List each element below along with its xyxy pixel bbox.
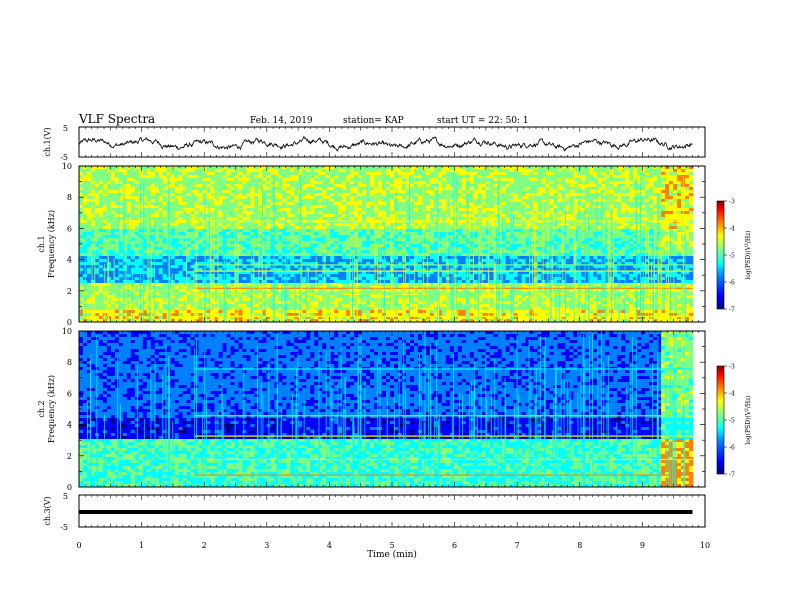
- time-tick-label: 6: [452, 541, 457, 550]
- colorbar-tick-label: -4: [729, 226, 735, 233]
- start-time-label: start UT = 22: 50: 1: [437, 116, 529, 126]
- freq-tick-label: 6: [67, 224, 72, 233]
- ch1-waveform-line: [79, 135, 693, 152]
- time-tick-label: 0: [76, 541, 81, 550]
- freq-tick-label: 2: [67, 287, 72, 296]
- freq-tick-label: 2: [67, 452, 72, 461]
- freq-tick-label: 10: [62, 162, 72, 171]
- ch2-spectrogram-ylabel-channel: ch.2: [37, 400, 46, 417]
- ch2-spectrogram-image: [79, 331, 694, 488]
- ch3-ytick-bottom: -5: [60, 523, 68, 532]
- colorbar-tick-label: -6: [729, 445, 735, 452]
- ch1-ytick-top: 5: [63, 124, 68, 133]
- ch3-waveform-ylabel: ch.3(V): [43, 496, 52, 525]
- time-axis: 0 1 2 3 4 5 6 7 8 9 10: [76, 127, 710, 550]
- freq-tick-label: 0: [67, 483, 72, 492]
- colorbar-tick-label: -3: [729, 364, 735, 371]
- ch3-waveform-panel: 5 -5 ch.3(V): [43, 492, 706, 532]
- ch1-spectrogram-ylabel-channel: ch.1: [37, 235, 46, 252]
- colorbar-tick-label: -7: [729, 307, 735, 314]
- ch1-spectrogram-image: [79, 166, 694, 323]
- time-axis-label: Time (min): [367, 549, 417, 560]
- figure-title: VLF Spectra: [78, 112, 155, 126]
- ch1-spectrogram-ylabel: Frequency (kHz): [47, 210, 56, 278]
- ch1-colorbar: [716, 200, 725, 310]
- ch2-colorbar-label: log(PSD)(V2/Hz): [744, 395, 752, 444]
- time-tick-label: 9: [640, 541, 645, 550]
- ch1-waveform-panel: 5 -5 ch.1(V): [43, 124, 706, 162]
- freq-tick-label: 8: [67, 358, 72, 367]
- time-tick-label: 4: [327, 541, 332, 550]
- time-tick-label: 1: [139, 541, 144, 550]
- colorbar-tick-label: -7: [729, 472, 735, 479]
- time-tick-label: 10: [700, 541, 710, 550]
- ch1-ytick-bottom: -5: [60, 153, 68, 162]
- time-tick-label: 2: [202, 541, 207, 550]
- colorbar-tick-label: -6: [729, 280, 735, 287]
- ch1-colorbar-label: log(PSD)(V2/Hz): [744, 230, 752, 279]
- freq-tick-label: 0: [67, 318, 72, 327]
- colorbar-tick-label: -5: [729, 418, 735, 425]
- ch2-spectrogram-ylabel: Frequency (kHz): [47, 375, 56, 443]
- colorbar-tick-label: -3: [729, 199, 735, 206]
- freq-tick-label: 4: [67, 256, 72, 265]
- time-tick-label: 8: [577, 541, 582, 550]
- time-tick-label: 3: [264, 541, 269, 550]
- time-tick-label: 7: [515, 541, 520, 550]
- station-label: station= KAP: [343, 116, 404, 126]
- ch1-waveform-ylabel: ch.1(V): [43, 127, 52, 156]
- freq-tick-label: 6: [67, 389, 72, 398]
- date-label: Feb. 14, 2019: [250, 116, 313, 126]
- colorbar-tick-label: -5: [729, 253, 735, 260]
- freq-tick-label: 4: [67, 421, 72, 430]
- time-tick-label: 5: [389, 541, 394, 550]
- ch2-colorbar: [716, 365, 725, 475]
- ch3-ytick-top: 5: [63, 492, 68, 501]
- colorbar-tick-label: -4: [729, 391, 735, 398]
- ch3-waveform-line: [79, 510, 693, 514]
- freq-tick-label: 8: [67, 193, 72, 202]
- freq-tick-label: 10: [62, 327, 72, 336]
